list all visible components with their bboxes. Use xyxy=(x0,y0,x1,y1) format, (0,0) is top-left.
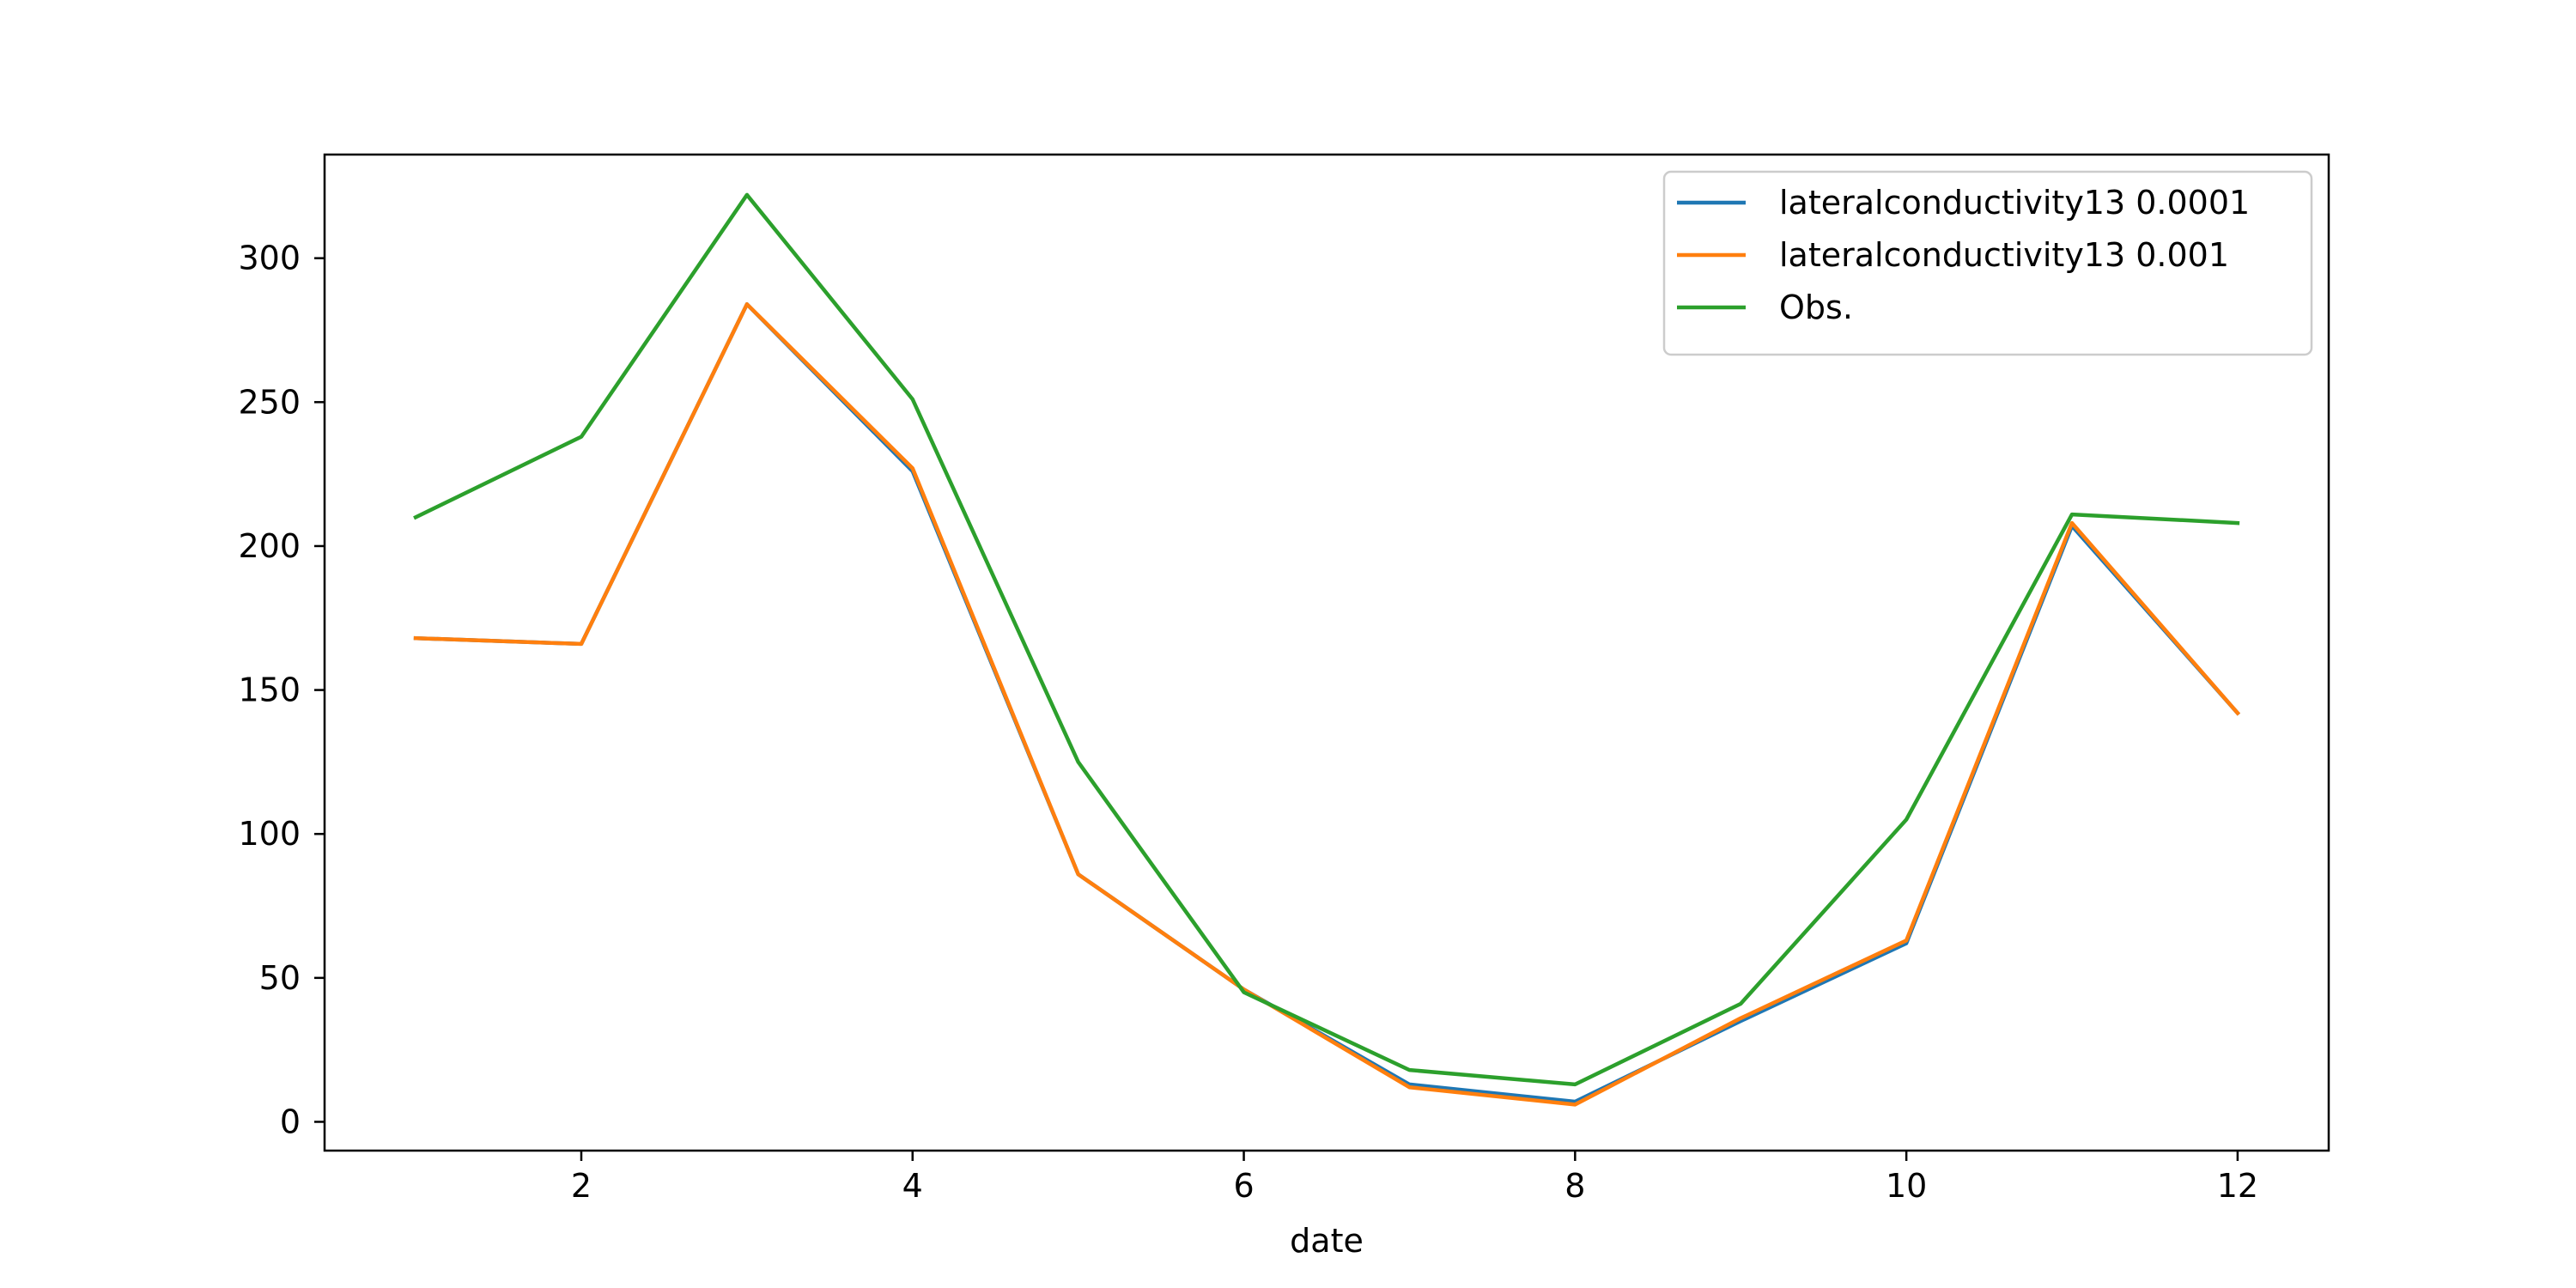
x-tick-label: 6 xyxy=(1233,1167,1254,1205)
legend-box xyxy=(1662,170,2313,356)
y-tick-label: 300 xyxy=(238,240,301,277)
x-tick-label: 12 xyxy=(2217,1167,2258,1205)
y-tick-label: 50 xyxy=(259,959,301,997)
legend-label-1: lateralconductivity13 0.0001 xyxy=(1779,184,2250,222)
x-tick-label: 8 xyxy=(1564,1167,1585,1205)
plot-frame xyxy=(323,153,2330,1152)
x-tick-label: 2 xyxy=(571,1167,592,1205)
plot-area: 2 4 6 8 10 12 0 50 100 150 200 250 300 xyxy=(238,153,2330,1205)
series-line-3 xyxy=(413,192,2240,1087)
x-tick-label: 4 xyxy=(902,1167,923,1205)
legend-label-3: Obs. xyxy=(1779,289,1853,326)
y-tick-label: 250 xyxy=(238,383,301,421)
legend-label-2: lateralconductivity13 0.001 xyxy=(1779,236,2229,274)
series-line-2 xyxy=(413,302,2241,1107)
x-axis-label: date xyxy=(1290,1222,1364,1260)
y-tick-label: 100 xyxy=(238,815,301,853)
x-tick-label: 10 xyxy=(1886,1167,1927,1205)
legend: lateralconductivity13 0.0001 lateralcondu… xyxy=(1662,170,2313,356)
y-tick-label: 0 xyxy=(280,1103,301,1140)
y-tick-label: 200 xyxy=(238,527,301,565)
y-tick-label: 150 xyxy=(238,671,301,709)
